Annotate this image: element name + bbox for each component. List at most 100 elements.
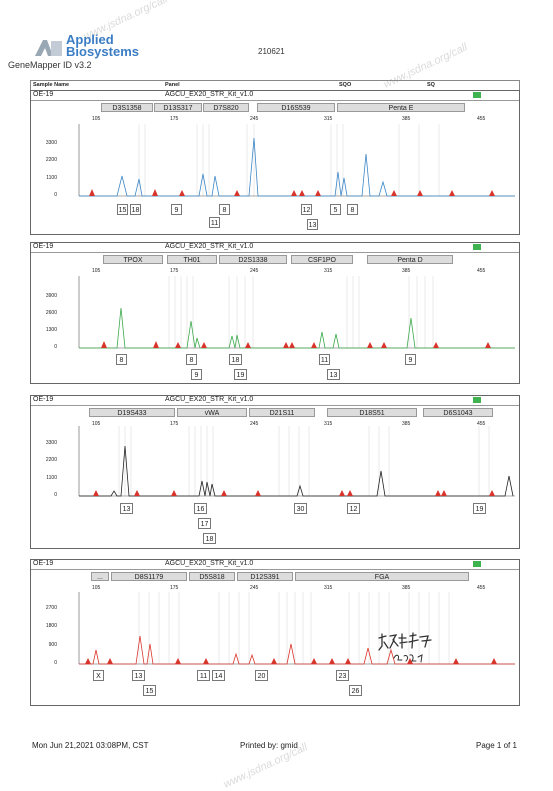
trace-plot	[78, 124, 515, 197]
software-version: GeneMapper ID v3.2	[8, 60, 92, 70]
electropherogram-panel-blue: OE-19 AGCU_EX20_STR_Kit_v1.0 D3S1358 D13…	[30, 90, 520, 235]
allele-call: 11	[197, 670, 210, 681]
kit-name: AGCU_EX20_STR_Kit_v1.0	[165, 396, 254, 403]
marker-label: D3S1358	[101, 103, 153, 112]
allele-call: 8	[186, 354, 197, 365]
allele-call: 17	[198, 518, 211, 529]
sample-name: OE-19	[33, 396, 54, 403]
allele-call: 8	[347, 204, 358, 215]
y-tick: 3900	[45, 293, 57, 299]
trace-plot	[78, 276, 515, 349]
marker-label: D2S1338	[219, 255, 287, 264]
marker-label: TH01	[167, 255, 217, 264]
size-tick: 315	[324, 116, 333, 122]
size-tick: 385	[402, 268, 411, 274]
allele-call: 30	[294, 503, 307, 514]
size-tick: 105	[92, 268, 101, 274]
size-tick: 385	[402, 116, 411, 122]
allele-call: 20	[255, 670, 268, 681]
allele-call: 14	[212, 670, 225, 681]
size-tick: 175	[170, 116, 179, 122]
marker-label: vWA	[177, 408, 247, 417]
size-tick: 175	[170, 421, 179, 427]
run-id: 210621	[258, 47, 285, 56]
page-number: Page 1 of 1	[476, 741, 517, 750]
sample-name: OE-19	[33, 91, 54, 98]
panel-title: OE-19 AGCU_EX20_STR_Kit_v1.0	[31, 91, 519, 101]
y-tick: 1100	[46, 175, 57, 181]
panel-title: OE-19 AGCU_EX20_STR_Kit_v1.0	[31, 560, 519, 570]
allele-call: 9	[405, 354, 416, 365]
trace-plot	[78, 592, 515, 665]
allele-call: X	[93, 670, 104, 681]
allele-call: 13	[307, 219, 318, 230]
panel-title: OE-19 AGCU_EX20_STR_Kit_v1.0	[31, 396, 519, 406]
allele-call: 23	[336, 670, 349, 681]
allele-call: 15	[143, 685, 156, 696]
sample-name: OE-19	[33, 243, 54, 250]
kit-name: AGCU_EX20_STR_Kit_v1.0	[165, 91, 254, 98]
y-tick: 2200	[45, 457, 57, 463]
print-date: Mon Jun 21,2021 03:08PM, CST	[32, 741, 149, 750]
allele-call: 9	[191, 369, 202, 380]
marker-label: D18S51	[327, 408, 417, 417]
marker-label: D19S433	[89, 408, 175, 417]
allele-call: 12	[301, 204, 312, 215]
marker-label: Penta E	[337, 103, 465, 112]
marker-label: D21S11	[249, 408, 315, 417]
y-tick: 0	[54, 492, 57, 498]
size-tick: 105	[92, 421, 101, 427]
size-tick: 105	[92, 116, 101, 122]
y-tick: 2200	[45, 157, 57, 163]
col-sq: SQ	[427, 82, 435, 88]
allele-call: 9	[171, 204, 182, 215]
marker-label: FGA	[295, 572, 469, 581]
size-tick: 385	[402, 421, 411, 427]
size-tick: 315	[324, 421, 333, 427]
marker-label: D5S818	[189, 572, 235, 581]
brand-name: Applied Biosystems	[66, 32, 139, 59]
size-tick: 315	[324, 585, 333, 591]
size-tick: 455	[477, 268, 486, 274]
marker-label: D6S1043	[423, 408, 493, 417]
allele-call: 12	[347, 503, 360, 514]
marker-label: Penta D	[367, 255, 453, 264]
quality-flag	[473, 244, 481, 250]
y-tick: 0	[54, 660, 57, 666]
allele-call: 16	[194, 503, 207, 514]
electropherogram-panel-green: OE-19 AGCU_EX20_STR_Kit_v1.0 TPOX TH01 D…	[30, 242, 520, 384]
allele-call: 11	[209, 217, 220, 228]
marker-label: D13S317	[154, 103, 202, 112]
allele-call: 18	[229, 354, 242, 365]
allele-call: 11	[319, 354, 330, 365]
size-tick: 455	[477, 116, 486, 122]
panel-title: OE-19 AGCU_EX20_STR_Kit_v1.0	[31, 243, 519, 253]
y-tick: 0	[54, 344, 57, 350]
size-tick: 245	[250, 116, 259, 122]
kit-name: AGCU_EX20_STR_Kit_v1.0	[165, 560, 254, 567]
handwritten-signature	[378, 632, 432, 663]
size-tick: 175	[170, 585, 179, 591]
quality-flag	[473, 561, 481, 567]
allele-call: 19	[473, 503, 486, 514]
allele-call: 18	[203, 533, 216, 544]
marker-label: D12S391	[237, 572, 293, 581]
marker-label: CSF1PO	[291, 255, 353, 264]
size-tick: 105	[92, 585, 101, 591]
y-tick: 3300	[45, 440, 57, 446]
allele-call: 13	[327, 369, 340, 380]
col-panel: Panel	[165, 82, 180, 88]
marker-label: D7S820	[203, 103, 249, 112]
marker-label: D16S539	[257, 103, 335, 112]
allele-call: 5	[330, 204, 341, 215]
y-tick: 2600	[45, 310, 57, 316]
marker-label: ...	[91, 572, 109, 581]
size-tick: 455	[477, 421, 486, 427]
y-tick: 1300	[45, 327, 57, 333]
size-tick: 245	[250, 268, 259, 274]
printed-by: Printed by: gmid	[240, 741, 298, 750]
allele-call: 26	[349, 685, 362, 696]
size-tick: 315	[324, 268, 333, 274]
col-sample-name: Sample Name	[33, 82, 70, 88]
col-sqo: SQO	[339, 82, 352, 88]
